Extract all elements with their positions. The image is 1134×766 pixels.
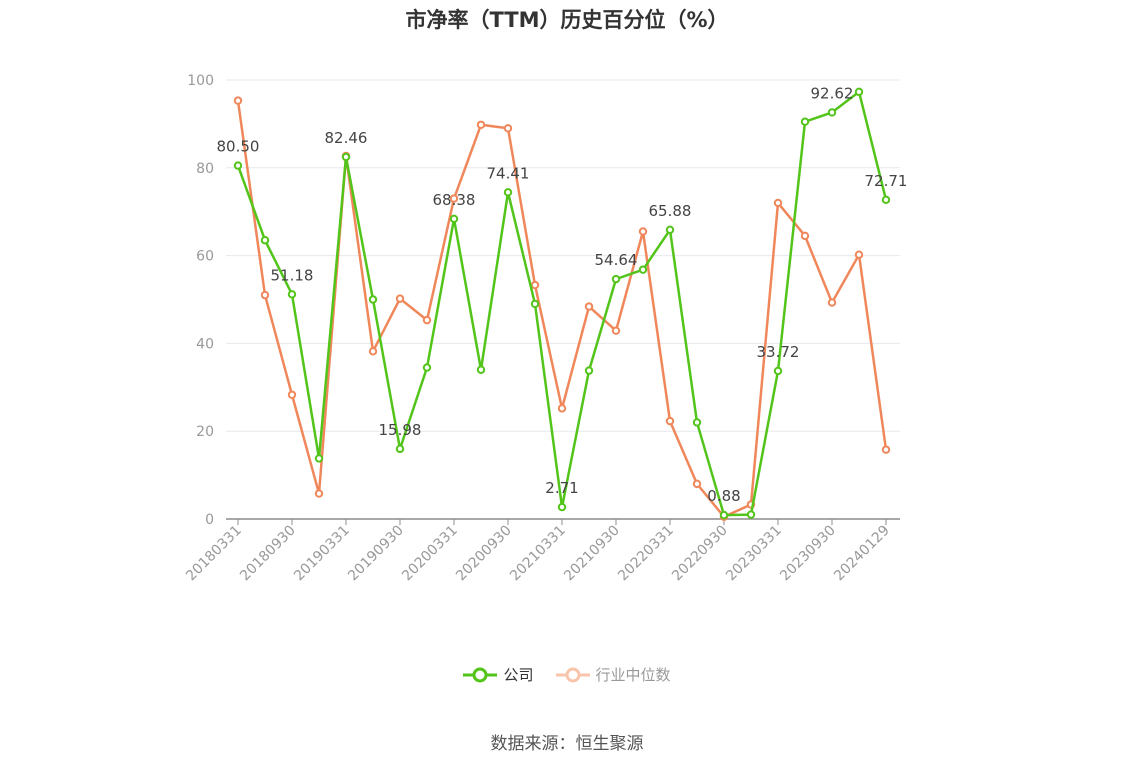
data-point-industry[interactable] (638, 227, 648, 236)
data-label: 2.71 (545, 479, 578, 497)
data-point-company[interactable] (530, 299, 540, 309)
data-point-company[interactable] (692, 418, 702, 427)
x-tick-label: 20230930 (777, 523, 839, 585)
data-point-company[interactable] (449, 214, 459, 224)
data-point-industry[interactable] (692, 479, 702, 489)
data-point-company[interactable] (287, 290, 297, 299)
y-tick-label: 40 (196, 336, 214, 352)
data-point-company[interactable] (638, 265, 648, 274)
legend-label-industry: 行业中位数 (595, 666, 671, 684)
data-point-industry[interactable] (422, 315, 432, 325)
data-point-industry[interactable] (530, 280, 540, 290)
x-tick-label: 20190331 (291, 523, 353, 585)
data-point-industry[interactable] (503, 124, 513, 133)
data-label: 68.38 (433, 191, 476, 209)
data-point-company[interactable] (341, 152, 351, 162)
y-tick-label: 0 (205, 512, 214, 528)
legend: 公司 行业中位数 (0, 664, 1134, 685)
data-point-industry[interactable] (449, 194, 459, 203)
data-point-industry[interactable] (584, 302, 594, 311)
series-line-industry (236, 100, 888, 519)
series-layer (233, 87, 891, 522)
data-point-industry[interactable] (773, 198, 783, 208)
data-point-company[interactable] (719, 510, 729, 520)
data-label: 65.88 (649, 202, 692, 220)
data-point-industry[interactable] (557, 404, 567, 413)
data-label: 80.50 (217, 138, 260, 156)
legend-industry-icon (555, 667, 590, 682)
data-point-industry[interactable] (665, 416, 675, 426)
legend-company-icon (463, 667, 498, 682)
data-point-company[interactable] (260, 236, 270, 245)
data-label: 72.71 (865, 172, 908, 190)
x-tick-label: 20200930 (453, 523, 515, 585)
x-tick-label: 20220331 (615, 523, 677, 585)
x-tick-label: 20210331 (507, 523, 569, 585)
legend-item-industry[interactable]: 行业中位数 (555, 664, 671, 685)
source-note: 数据来源：恒生聚源 (490, 734, 644, 754)
data-point-company[interactable] (773, 366, 783, 376)
data-point-industry[interactable] (233, 96, 243, 105)
data-label: 92.62 (811, 84, 854, 102)
data-label: 0.88 (707, 487, 740, 505)
data-label: 51.18 (271, 266, 314, 284)
data-point-company[interactable] (476, 365, 486, 374)
data-point-company[interactable] (314, 454, 324, 463)
data-point-company[interactable] (233, 161, 243, 170)
data-point-company[interactable] (422, 363, 432, 372)
data-point-industry[interactable] (368, 347, 378, 356)
chart-title: 市净率（TTM）历史百分位（%） (405, 8, 729, 32)
data-point-industry[interactable] (854, 250, 864, 259)
data-label: 15.98 (379, 421, 422, 439)
data-point-industry[interactable] (260, 290, 270, 300)
data-point-industry[interactable] (476, 120, 486, 129)
x-tick-label: 20230331 (723, 523, 785, 585)
data-point-industry[interactable] (287, 390, 297, 399)
data-point-company[interactable] (395, 444, 405, 454)
data-point-industry[interactable] (881, 445, 891, 454)
legend-item-company[interactable]: 公司 (463, 664, 534, 685)
x-tick-label: 20240129 (831, 523, 893, 585)
data-point-company[interactable] (368, 295, 378, 304)
data-point-company[interactable] (800, 117, 810, 126)
data-point-company[interactable] (881, 195, 891, 205)
data-label: 74.41 (487, 164, 530, 182)
data-point-industry[interactable] (800, 231, 810, 241)
y-tick-label: 20 (196, 424, 214, 440)
data-label: 82.46 (325, 129, 368, 147)
data-point-company[interactable] (665, 225, 675, 234)
x-tick-label: 20200331 (399, 523, 461, 585)
y-tick-label: 60 (196, 249, 214, 265)
data-point-company[interactable] (611, 274, 621, 284)
data-point-company[interactable] (584, 366, 594, 375)
data-point-industry[interactable] (611, 326, 621, 335)
legend-label-company: 公司 (503, 666, 534, 684)
data-label: 33.72 (757, 343, 800, 361)
y-tick-label: 80 (196, 161, 214, 177)
data-point-company[interactable] (854, 87, 864, 97)
data-point-company[interactable] (557, 502, 567, 512)
label-layer: 80.50 51.18 82.46 15.98 68.38 74.41 2.71 54.64 6… (217, 84, 908, 505)
axis-layer: 0 20 40 60 80 100 2018033120180930201903312019… (183, 73, 900, 584)
x-tick-label: 20220930 (669, 523, 731, 585)
y-tick-label: 100 (187, 73, 214, 89)
data-label: 54.64 (595, 251, 638, 269)
data-point-company[interactable] (503, 188, 513, 197)
x-tick-label: 20210930 (561, 523, 623, 585)
x-tick-label: 20180930 (237, 523, 299, 585)
data-point-company[interactable] (827, 108, 837, 117)
x-tick-label: 20190930 (345, 523, 407, 585)
data-point-company[interactable] (746, 510, 756, 519)
data-point-industry[interactable] (395, 294, 405, 303)
data-point-industry[interactable] (314, 489, 324, 498)
data-point-industry[interactable] (827, 298, 837, 307)
x-tick-label: 20180331 (183, 523, 245, 585)
